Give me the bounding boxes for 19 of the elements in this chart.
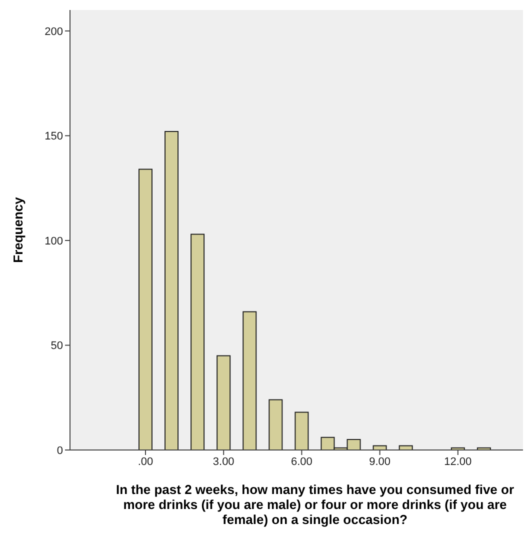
- x-axis-title: In the past 2 weeks, how many times have you consumed five or more drinks (if you are male) or four or more drinks (if you are female) on a single occasion?: [114, 482, 516, 527]
- x-tick-label: 6.00: [290, 456, 312, 468]
- x-tick-label: 12.00: [444, 456, 472, 468]
- x-tick-label: .00: [138, 456, 154, 468]
- y-axis-title: Frequency: [10, 196, 26, 263]
- y-tick-label: 100: [44, 235, 63, 248]
- y-tick-label: 50: [50, 340, 63, 352]
- x-tick-label: 3.00: [212, 456, 234, 468]
- bar: [164, 131, 179, 450]
- bar: [216, 355, 231, 450]
- y-tick-label: 0: [56, 444, 63, 457]
- y-tick-label: 150: [44, 130, 63, 143]
- x-tick-label: 9.00: [369, 456, 391, 468]
- bar: [138, 168, 152, 450]
- bar: [268, 399, 283, 450]
- bar: [242, 311, 257, 450]
- y-tick-label: 200: [44, 26, 63, 38]
- bar: [294, 412, 309, 450]
- bar: [190, 234, 205, 450]
